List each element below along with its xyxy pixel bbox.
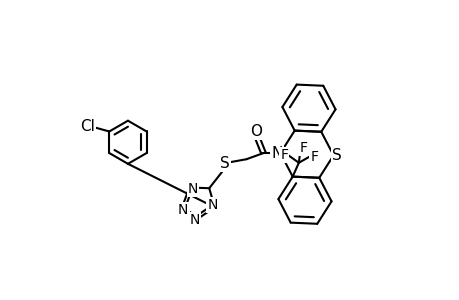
Text: N: N xyxy=(189,213,199,227)
Text: S: S xyxy=(331,148,341,163)
Text: N: N xyxy=(178,203,188,217)
Text: N: N xyxy=(188,182,198,196)
Text: N: N xyxy=(271,146,282,160)
Text: Cl: Cl xyxy=(80,118,95,134)
Text: O: O xyxy=(249,124,261,139)
Text: S: S xyxy=(219,155,230,170)
Text: F: F xyxy=(299,141,307,155)
Text: F: F xyxy=(280,148,288,162)
Text: F: F xyxy=(309,150,318,164)
Text: N: N xyxy=(207,198,217,212)
